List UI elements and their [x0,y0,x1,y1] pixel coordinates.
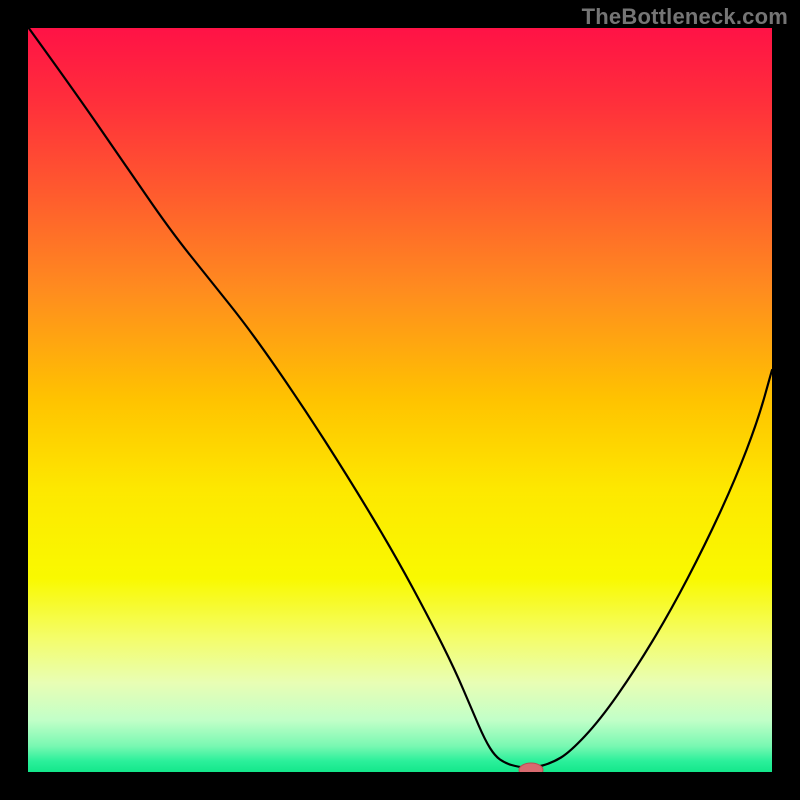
watermark-text: TheBottleneck.com [582,4,788,30]
chart-plot-group [28,27,772,777]
plot-background [28,28,772,772]
chart-svg [0,0,800,800]
bottleneck-chart: TheBottleneck.com [0,0,800,800]
